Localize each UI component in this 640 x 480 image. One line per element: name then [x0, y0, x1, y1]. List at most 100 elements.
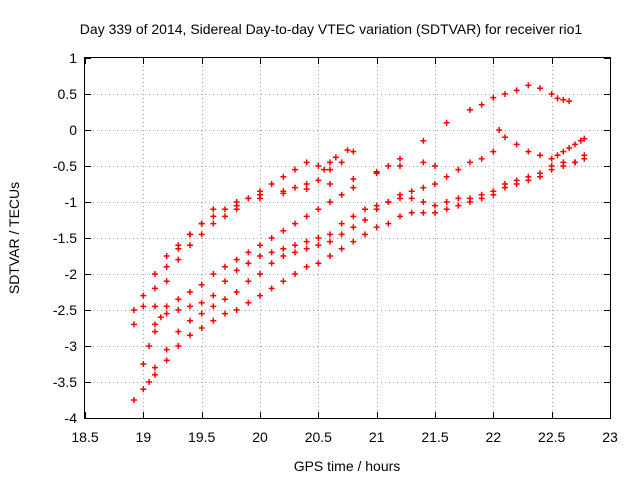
data-point	[303, 238, 310, 245]
y-axis-label: SDTVAR / TECUs	[6, 182, 22, 294]
data-point	[292, 220, 298, 227]
data-point	[140, 292, 147, 299]
series-3	[152, 154, 339, 310]
data-point	[163, 357, 170, 364]
data-point	[327, 231, 333, 238]
data-point	[537, 170, 543, 177]
data-point	[455, 195, 462, 202]
data-point	[163, 278, 170, 285]
data-point	[292, 184, 298, 191]
data-point	[210, 292, 217, 299]
x-axis-label: GPS time / hours	[294, 458, 401, 474]
data-point	[175, 307, 182, 313]
data-point	[338, 159, 345, 166]
data-point	[490, 191, 497, 198]
data-point	[548, 155, 555, 162]
data-point	[292, 249, 298, 256]
chart-title: Day 339 of 2014, Sidereal Day-to-day VTE…	[80, 21, 583, 37]
data-point	[280, 173, 287, 180]
data-point	[210, 303, 217, 310]
y-tick-label: -3	[65, 338, 78, 354]
data-point	[572, 159, 578, 166]
data-point	[268, 249, 275, 256]
data-point	[385, 163, 392, 169]
data-point	[373, 224, 380, 231]
data-point	[303, 186, 310, 193]
data-point	[131, 307, 137, 313]
data-point	[397, 213, 403, 220]
data-point	[198, 220, 205, 227]
data-point	[245, 299, 252, 306]
data-point	[443, 119, 450, 126]
data-point	[362, 206, 368, 213]
y-tick-label: -1.5	[53, 230, 77, 246]
data-point	[187, 317, 193, 324]
data-point	[525, 82, 532, 89]
data-point	[280, 253, 287, 259]
data-point	[187, 231, 193, 238]
data-point	[152, 285, 158, 292]
data-point	[315, 260, 322, 267]
data-point	[222, 206, 228, 213]
data-point	[268, 260, 275, 267]
data-point	[163, 310, 170, 317]
data-point	[397, 163, 403, 169]
data-point	[467, 106, 473, 113]
data-point	[152, 321, 158, 328]
data-point	[175, 328, 182, 335]
data-point	[152, 271, 158, 277]
data-point	[222, 213, 228, 220]
data-point	[327, 159, 333, 166]
y-tick-label: 1	[69, 50, 77, 66]
data-point	[157, 314, 164, 321]
data-point	[152, 328, 158, 335]
data-point	[350, 148, 357, 155]
y-tick-label: -3.5	[53, 374, 77, 390]
data-point	[280, 245, 287, 252]
data-point	[327, 181, 333, 187]
data-point	[581, 152, 588, 159]
data-point	[420, 199, 427, 205]
data-point	[478, 155, 485, 162]
data-point	[502, 134, 508, 141]
data-point	[408, 195, 415, 202]
data-point	[566, 98, 573, 105]
data-point	[303, 159, 310, 166]
y-tick-label: -0.5	[53, 158, 77, 174]
data-point	[554, 152, 561, 159]
series-7	[146, 127, 588, 385]
data-point	[233, 256, 240, 263]
data-point	[327, 238, 333, 245]
data-point	[163, 253, 170, 259]
data-point	[408, 188, 415, 195]
data-point	[187, 242, 193, 249]
data-point	[152, 371, 158, 378]
data-point	[292, 166, 298, 173]
x-tick-label: 19	[136, 429, 152, 445]
data-point	[327, 253, 333, 259]
data-point	[432, 163, 438, 169]
data-point	[350, 184, 357, 191]
data-point	[385, 199, 392, 205]
data-point	[315, 177, 322, 184]
data-point	[198, 231, 205, 238]
data-point	[443, 199, 450, 205]
data-points	[131, 82, 588, 403]
data-point	[233, 267, 240, 274]
data-point	[222, 296, 228, 303]
data-point	[315, 235, 322, 241]
data-point	[443, 206, 450, 213]
data-point	[303, 213, 310, 220]
data-point	[572, 141, 578, 148]
series-2	[131, 147, 357, 313]
data-point	[478, 101, 485, 108]
data-point	[233, 206, 240, 213]
data-point	[210, 213, 217, 220]
data-point	[332, 154, 339, 161]
data-point	[420, 184, 427, 191]
data-point	[373, 206, 380, 213]
y-tick-label: -2	[65, 266, 78, 282]
x-tick-label: 20.5	[305, 429, 332, 445]
x-tick-label: 22	[486, 429, 502, 445]
data-point	[321, 166, 328, 173]
